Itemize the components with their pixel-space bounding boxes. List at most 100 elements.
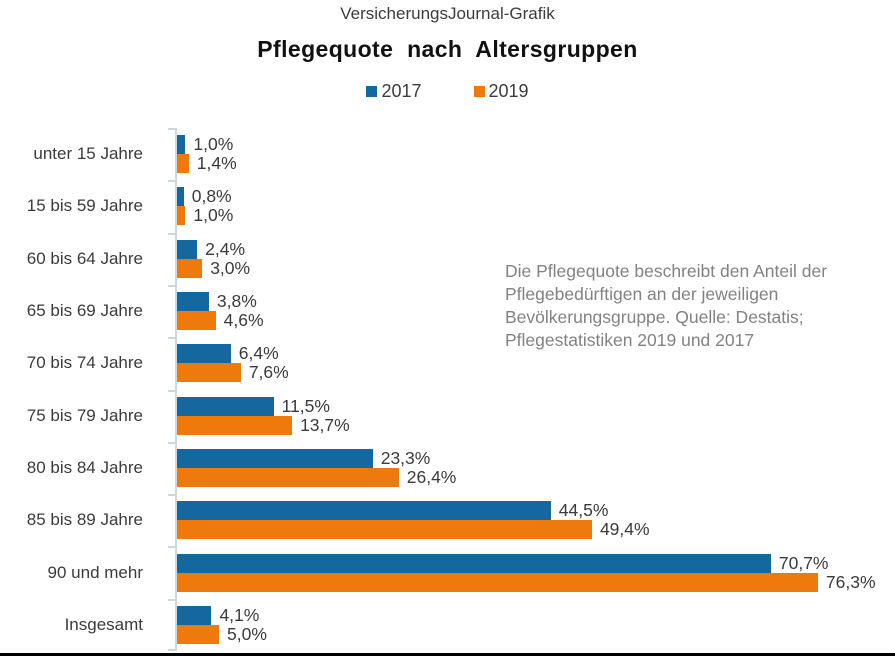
bar-2019 <box>177 520 592 540</box>
axis-tick <box>168 546 176 548</box>
annotation-line: Pflegebedürftigen an der jeweiligen <box>505 284 779 304</box>
axis-tick <box>168 285 176 287</box>
chart-row: Insgesamt 4,1% 5,0% <box>0 599 895 651</box>
bar-chart: unter 15 Jahre 1,0% 1,4% 15 bis 59 Jahre 0,8… <box>0 128 895 651</box>
category-label: 60 bis 64 Jahre <box>26 248 143 268</box>
chart-row: 60 bis 64 Jahre 2,4% 3,0% <box>0 233 895 285</box>
axis-tick <box>168 233 176 235</box>
value-label-2019: 4,6% <box>223 310 264 331</box>
axis-tick <box>168 390 176 392</box>
bar-line-2019: 7,6% <box>177 362 895 383</box>
bar-line-2019: 1,0% <box>177 205 895 226</box>
category-label: 70 bis 74 Jahre <box>26 353 143 373</box>
value-label-2017: 3,8% <box>216 291 257 312</box>
bar-line-2019: 4,6% <box>177 310 895 331</box>
legend-item-2017: 2017 <box>366 81 422 102</box>
bar-group: 70,7% 76,3% <box>177 552 895 592</box>
bottom-divider <box>0 653 895 656</box>
bar-group: 44,5% 49,4% <box>177 500 895 540</box>
chart-row: 75 bis 79 Jahre 11,5% 13,7% <box>0 389 895 441</box>
legend: 2017 2019 <box>0 81 895 102</box>
bar-2017 <box>177 501 551 521</box>
y-axis-line <box>175 128 177 651</box>
category-label: 85 bis 89 Jahre <box>26 510 143 530</box>
bar-2019 <box>177 415 293 435</box>
bar-line-2017: 1,0% <box>177 134 895 155</box>
bar-2017 <box>177 135 186 155</box>
bar-2017 <box>177 344 231 364</box>
bar-2017 <box>177 239 198 259</box>
annotation-line: Pflegestatistiken 2019 und 2017 <box>505 330 755 350</box>
bar-line-2019: 3,0% <box>177 257 895 278</box>
axis-tick <box>168 180 176 182</box>
bar-line-2019: 76,3% <box>177 571 895 592</box>
bar-line-2019: 49,4% <box>177 519 895 540</box>
bar-line-2017: 11,5% <box>177 395 895 416</box>
bar-2017 <box>177 187 184 207</box>
value-label-2019: 13,7% <box>300 414 350 435</box>
bar-line-2019: 5,0% <box>177 624 895 644</box>
bar-2019 <box>177 206 186 226</box>
axis-tick <box>168 599 176 601</box>
bar-line-2017: 6,4% <box>177 343 895 364</box>
bar-group: 1,0% 1,4% <box>177 134 895 174</box>
category-label: 75 bis 79 Jahre <box>26 405 143 425</box>
value-label-2017: 0,8% <box>191 186 232 207</box>
axis-tick <box>168 494 176 496</box>
axis-tick <box>168 442 176 444</box>
legend-item-2019: 2019 <box>473 81 529 102</box>
category-label: 15 bis 59 Jahre <box>26 196 143 216</box>
value-label-2019: 49,4% <box>599 519 650 540</box>
bar-2017 <box>177 396 274 416</box>
category-label: 90 und mehr <box>47 562 143 582</box>
value-label-2019: 76,3% <box>825 571 876 592</box>
bar-line-2019: 1,4% <box>177 153 895 174</box>
category-label: 80 bis 84 Jahre <box>26 457 143 477</box>
value-label-2017: 44,5% <box>558 500 609 521</box>
bar-2019 <box>177 363 241 383</box>
bar-line-2017: 3,8% <box>177 291 895 312</box>
chart-row: 65 bis 69 Jahre 3,8% 4,6% <box>0 285 895 337</box>
legend-label-2017: 2017 <box>381 81 422 101</box>
value-label-2017: 70,7% <box>778 552 829 573</box>
bar-2017 <box>177 553 771 573</box>
bar-group: 23,3% 26,4% <box>177 447 895 487</box>
annotation-line: Die Pflegequote beschreibt den Anteil de… <box>505 261 828 281</box>
bar-line-2017: 23,3% <box>177 447 895 468</box>
value-label-2017: 2,4% <box>205 238 246 259</box>
bar-line-2017: 0,8% <box>177 186 895 207</box>
chart-row: 90 und mehr 70,7% 76,3% <box>0 546 895 598</box>
bar-group: 2,4% 3,0% <box>177 238 895 278</box>
value-label-2017: 6,4% <box>238 343 279 364</box>
bar-2017 <box>177 605 212 625</box>
bar-2019 <box>177 311 216 331</box>
bar-line-2019: 26,4% <box>177 466 895 487</box>
value-label-2019: 3,0% <box>210 257 251 278</box>
bar-2019 <box>177 154 189 174</box>
chart-row: unter 15 Jahre 1,0% 1,4% <box>0 128 895 180</box>
value-label-2019: 26,4% <box>406 466 457 487</box>
value-label-2017: 1,0% <box>193 134 234 155</box>
category-label: Insgesamt <box>64 614 143 634</box>
bar-2019 <box>177 572 818 592</box>
value-label-2017: 11,5% <box>281 395 330 416</box>
chart-row: 80 bis 84 Jahre 23,3% 26,4% <box>0 442 895 494</box>
category-label: unter 15 Jahre <box>33 144 143 164</box>
bar-group: 6,4% 7,6% <box>177 343 895 383</box>
legend-swatch-2019-icon <box>473 86 485 97</box>
bar-2019 <box>177 467 399 487</box>
bar-2019 <box>177 624 219 644</box>
bar-line-2017: 4,1% <box>177 605 895 625</box>
axis-tick <box>168 649 176 651</box>
legend-swatch-2017-icon <box>366 86 378 97</box>
bar-group: 0,8% 1,0% <box>177 186 895 226</box>
chart-rows: unter 15 Jahre 1,0% 1,4% 15 bis 59 Jahre 0,8… <box>0 128 895 651</box>
value-label-2017: 23,3% <box>380 447 431 468</box>
bar-group: 3,8% 4,6% <box>177 291 895 331</box>
bar-2019 <box>177 258 203 278</box>
bar-line-2019: 13,7% <box>177 414 895 435</box>
chart-row: 15 bis 59 Jahre 0,8% 1,0% <box>0 180 895 232</box>
value-label-2019: 1,0% <box>193 205 234 226</box>
annotation-text: Die Pflegequote beschreibt den Anteil de… <box>505 260 890 352</box>
